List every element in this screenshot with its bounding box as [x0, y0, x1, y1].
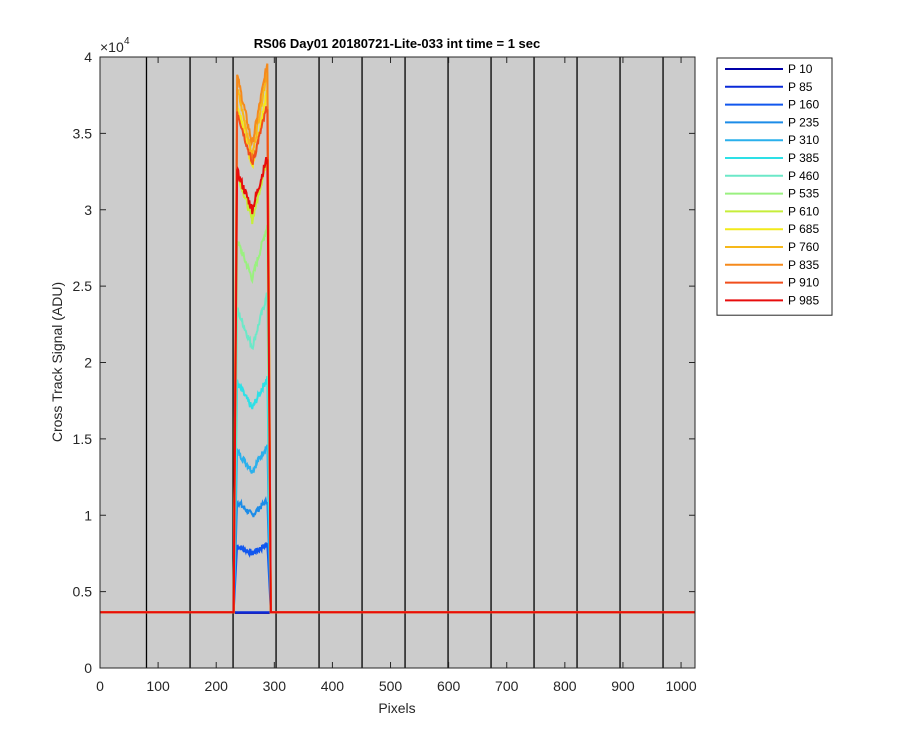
x-tick-label: 0: [96, 678, 104, 694]
y-exponent: ×10 4: [100, 36, 130, 55]
legend-label: P 310: [788, 133, 819, 147]
x-tick-label: 500: [379, 678, 403, 694]
x-tick-label: 400: [321, 678, 345, 694]
legend-label: P 760: [788, 240, 819, 254]
legend-label: P 910: [788, 276, 819, 290]
y-tick-label: 3: [84, 202, 92, 218]
chart-title: RS06 Day01 20180721-Lite-033 int time = …: [254, 36, 541, 51]
x-tick-label: 900: [611, 678, 635, 694]
y-tick-label: 2.5: [73, 278, 93, 294]
legend-label: P 10: [788, 62, 813, 76]
series-line: [100, 157, 695, 614]
y-tick-label: 0: [84, 660, 92, 676]
y-tick-label: 3.5: [73, 125, 93, 141]
y-tick-label: 1.5: [73, 431, 93, 447]
axes: 0 100 200 300 400 500 600 700 800 900 1000 0 0.5 1 1.5…: [73, 49, 697, 694]
y-tick-label: 0.5: [73, 584, 93, 600]
x-axis-label: Pixels: [378, 700, 415, 716]
legend-label: P 235: [788, 115, 819, 129]
legend-box: [716, 57, 833, 316]
legend-label: P 985: [788, 293, 819, 307]
y-tick-label: 4: [84, 49, 92, 65]
legend-label: P 385: [788, 151, 819, 165]
legend-label: P 85: [788, 80, 813, 94]
x-tick-label: 1000: [665, 678, 696, 694]
y-exponent-power: 4: [124, 36, 130, 47]
x-tick-label: 800: [553, 678, 577, 694]
legend-label: P 160: [788, 98, 819, 112]
legend-label: P 610: [788, 204, 819, 218]
plot-background: [100, 57, 695, 668]
legend-label: P 535: [788, 187, 819, 201]
y-tick-label: 2: [84, 355, 92, 371]
legend: P 10 P 85 P 160 P 235 P 310 P 385 P 460 P 535 P …: [716, 57, 833, 316]
legend-label: P 460: [788, 169, 819, 183]
legend-label: P 685: [788, 222, 819, 236]
y-tick-label: 1: [84, 507, 92, 523]
y-exponent-base: ×10: [100, 39, 124, 55]
plot-area: [100, 57, 695, 668]
x-tick-label: 600: [437, 678, 461, 694]
y-axis-label: Cross Track Signal (ADU): [49, 282, 65, 442]
x-tick-label: 200: [205, 678, 229, 694]
x-tick-label: 100: [146, 678, 170, 694]
x-tick-label: 300: [263, 678, 287, 694]
x-tick-label: 700: [495, 678, 519, 694]
legend-label: P 835: [788, 258, 819, 272]
